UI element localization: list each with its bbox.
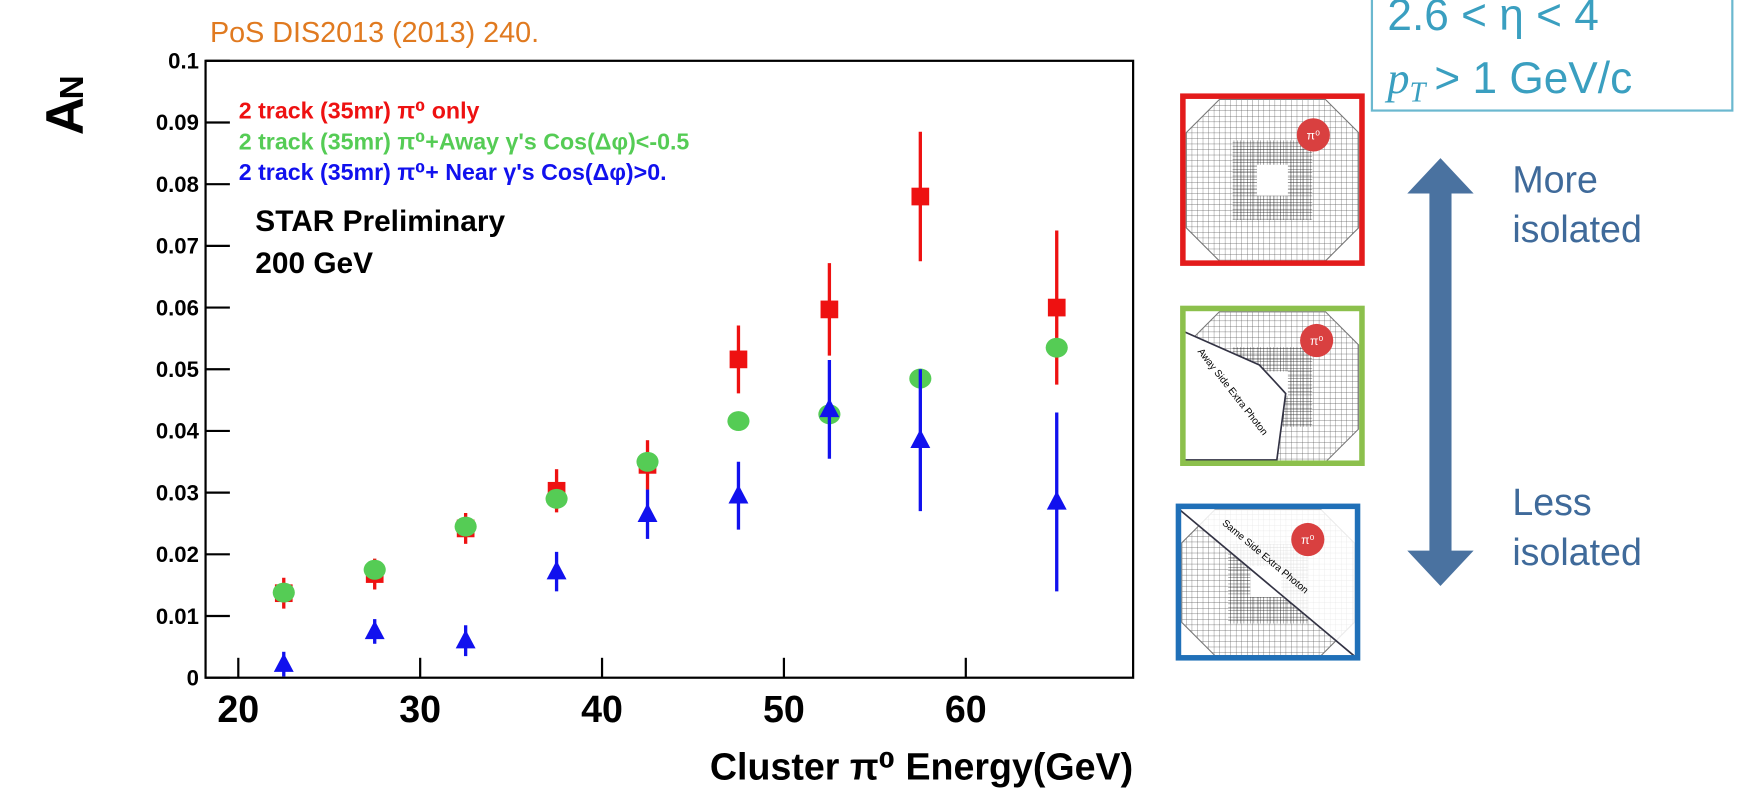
more-label: More [1512,158,1598,200]
marker [1046,490,1067,510]
pt-value: > 1 GeV/c [1434,54,1632,103]
marker [636,451,659,472]
x-tick-label: 60 [945,688,987,730]
annotation: STAR Preliminary [255,205,505,238]
x-tick-label: 30 [399,688,441,730]
citation: PoS DIS2013 (2013) 240. [210,17,539,49]
marker [729,350,748,369]
marker [455,629,476,649]
marker [363,559,386,580]
x-tick-label: 40 [581,688,623,730]
diagram-green: Away Side Extra Photon π⁰ [1180,305,1365,466]
marker [727,411,750,432]
y-tick-label: 0.1 [168,49,199,74]
legend-entry: 2 track (35mr) π⁰ only [239,97,480,123]
y-tick-label: 0.05 [156,357,199,382]
y-label: A [36,97,95,135]
y-tick-label: 0.01 [156,604,199,629]
isolation-arrow [1407,158,1474,586]
y-tick-label: 0.08 [156,172,199,197]
more-label: isolated [1512,208,1642,250]
marker [364,620,385,640]
marker [910,429,931,448]
x-label: Cluster π⁰ Energy(GeV) [710,745,1133,787]
marker [1045,337,1068,358]
y-tick-label: 0.09 [156,110,199,135]
pt-subscript: T [1410,77,1428,109]
pt-symbol: p [1384,54,1409,103]
y-axis-title: A N [36,75,95,135]
cuts-box [1370,0,1734,112]
marker [273,653,294,672]
x-tick-label: 20 [217,688,259,730]
marker [272,582,295,603]
marker [820,300,839,319]
pi-label: π⁰ [1301,533,1314,547]
marker [819,398,840,418]
legend-entry: 2 track (35mr) π⁰+ Near γ's Cos(Δφ)>0. [239,159,667,185]
pi-label: π⁰ [1310,334,1323,348]
y-tick-label: 0.02 [156,542,199,567]
marker [545,488,568,509]
y-tick-label: 0.04 [156,419,200,444]
diagram-blue: Same Side Extra Photon π⁰ [1175,503,1361,661]
annotation: 200 GeV [255,247,373,280]
marker [728,484,749,504]
marker [637,503,658,522]
y-tick-label: 0.06 [156,295,199,320]
y-tick-label: 0.03 [156,480,199,505]
marker [911,187,930,206]
pt-cut: pT > 1 GeV/c [1384,54,1632,109]
less-label: isolated [1512,531,1642,573]
diagram-red: π⁰ [1180,93,1365,266]
y-tick-label: 0.07 [156,234,199,259]
pi-label: π⁰ [1307,128,1320,142]
y-tick-label: 0 [187,665,199,690]
marker [1047,298,1066,317]
legend-entry: 2 track (35mr) π⁰+Away γ's Cos(Δφ)<-0.5 [239,128,690,154]
marker [454,516,477,537]
x-tick-label: 50 [763,688,805,730]
eta-range: 2.6 < η < 4 [1387,0,1598,40]
less-label: Less [1512,481,1591,523]
marker [546,560,567,580]
y-label-sub: N [54,75,91,99]
